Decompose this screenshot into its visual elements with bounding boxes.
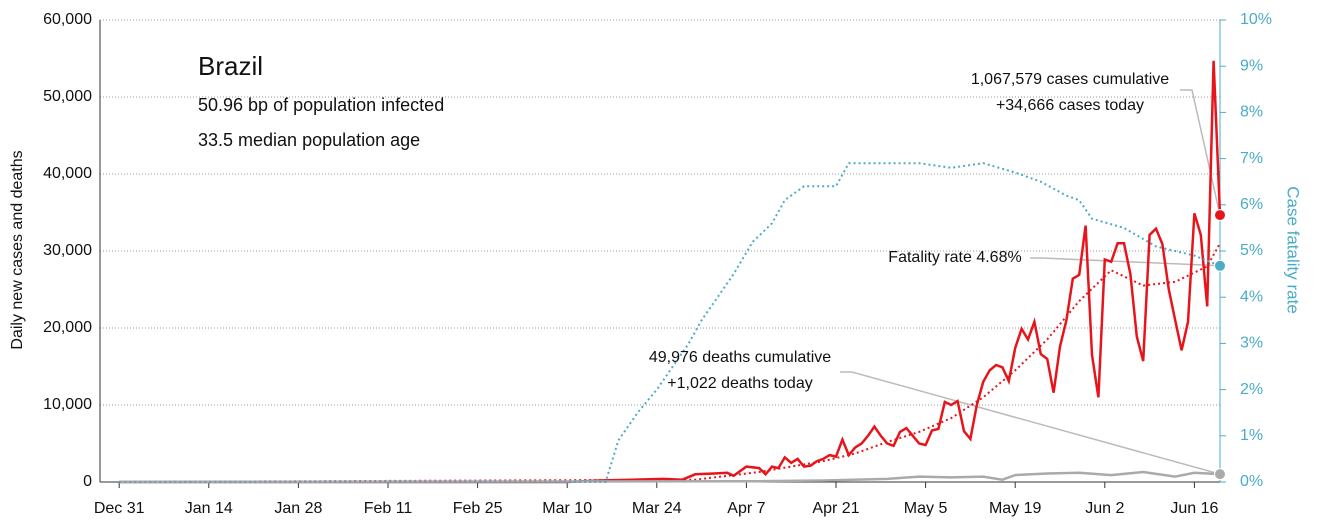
annotation: Fatality rate 4.68% — [888, 249, 1021, 266]
x-tick-label: Jan 28 — [274, 500, 322, 517]
x-tick-label: Apr 7 — [727, 500, 765, 517]
x-tick-label: Jun 16 — [1170, 500, 1218, 517]
leader-line — [840, 371, 1221, 475]
subtitle: 50.96 bp of population infected — [198, 95, 444, 115]
y2-tick-label: 0% — [1240, 473, 1263, 490]
annotation: +1,022 deaths today — [667, 375, 812, 392]
y2-tick-label: 5% — [1240, 242, 1263, 259]
series-line — [119, 162, 1221, 483]
y-tick-label: 60,000 — [43, 11, 92, 28]
end-marker — [1214, 209, 1226, 222]
end-marker — [1214, 259, 1226, 272]
y2-tick-label: 1% — [1240, 427, 1263, 444]
y-tick-label: 30,000 — [43, 242, 92, 259]
x-tick-label: May 19 — [989, 500, 1042, 517]
end-marker — [1214, 468, 1226, 481]
y-tick-label: 50,000 — [43, 88, 92, 105]
y-tick-label: 40,000 — [43, 165, 92, 182]
y2-tick-label: 10% — [1240, 11, 1272, 28]
y-axis-label: Daily new cases and deaths — [9, 150, 26, 349]
series-line — [119, 470, 1221, 484]
y2-tick-label: 9% — [1240, 57, 1263, 74]
y2-axis-label: Case fatality rate — [1284, 186, 1303, 314]
x-tick-label: May 5 — [904, 500, 948, 517]
x-tick-label: Feb 25 — [453, 500, 503, 517]
y2-tick-label: 7% — [1240, 150, 1263, 167]
leader-line — [1030, 257, 1221, 267]
leader-line — [1180, 89, 1221, 216]
annotation: 49,976 deaths cumulative — [649, 349, 831, 366]
x-tick-label: Jan 14 — [185, 500, 233, 517]
series-line — [119, 60, 1222, 484]
x-tick-label: Jun 2 — [1085, 500, 1124, 517]
subtitle: 33.5 median population age — [198, 130, 420, 150]
chart-title: Brazil — [198, 51, 263, 81]
y-tick-label: 10,000 — [43, 396, 92, 413]
x-tick-label: Mar 10 — [542, 500, 592, 517]
y2-tick-label: 8% — [1240, 104, 1263, 121]
x-tick-label: Apr 21 — [812, 500, 859, 517]
x-tick-label: Mar 24 — [632, 500, 682, 517]
series-line — [119, 242, 1221, 483]
y2-tick-label: 2% — [1240, 381, 1263, 398]
x-tick-label: Dec 31 — [94, 500, 145, 517]
y-tick-label: 0 — [83, 473, 92, 490]
y2-tick-label: 6% — [1240, 196, 1263, 213]
y2-tick-label: 4% — [1240, 288, 1263, 305]
annotation: 1,067,579 cases cumulative — [971, 71, 1169, 88]
annotation: +34,666 cases today — [996, 97, 1144, 114]
y2-tick-label: 3% — [1240, 335, 1263, 352]
y-tick-label: 20,000 — [43, 319, 92, 336]
x-tick-label: Feb 11 — [364, 500, 413, 517]
